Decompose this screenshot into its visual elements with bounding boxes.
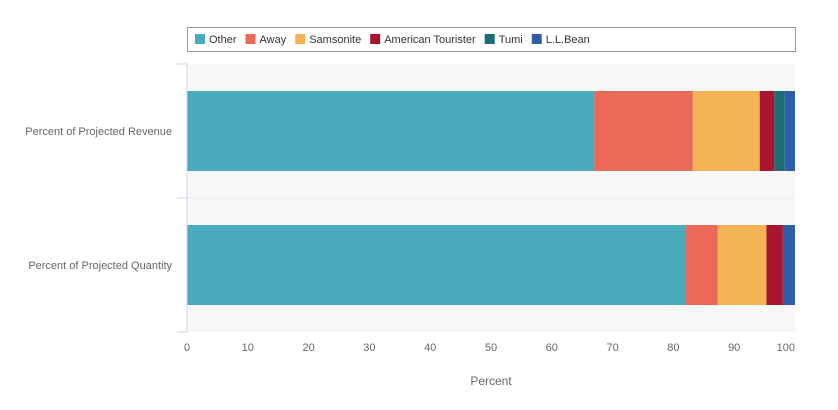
legend-label: Samsonite (309, 34, 361, 46)
bar-segment[interactable]: Samsonite: 8 (717, 225, 767, 305)
category-label: Percent of Projected Quantity (28, 260, 172, 272)
bar-segment[interactable]: Samsonite: 11 (692, 91, 760, 171)
legend: Other Away Samsonite American Tourister Tumi… (187, 27, 796, 52)
legend-label: Other (209, 34, 237, 46)
x-axis-title: Percent (470, 374, 512, 388)
x-tick-label: 70 (606, 342, 618, 354)
x-tick-label: 20 (302, 342, 314, 354)
bar-segment[interactable]: L.L.Bean: 2 (782, 225, 795, 305)
bar-segment[interactable]: American Tourister: 2.4 (759, 91, 775, 171)
x-tick-label: 40 (424, 342, 436, 354)
bar-segment[interactable]: Away: 5.3 (685, 225, 718, 305)
bar-segment[interactable]: L.L.Bean: 1.7 (784, 91, 795, 171)
bar-segment[interactable]: Other: 67 (187, 91, 595, 171)
legend-item[interactable]: Away (245, 34, 287, 46)
category-label: Percent of Projected Revenue (25, 126, 172, 138)
legend-swatch (484, 34, 495, 44)
bars: Other: 67Away: 16.2Samsonite: 11American… (187, 91, 795, 305)
legend-label: Away (260, 34, 287, 46)
x-tick-label: 90 (728, 342, 740, 354)
legend-swatch (295, 34, 306, 44)
x-tick-label: 30 (363, 342, 375, 354)
legend-item[interactable]: L.L.Bean (531, 34, 590, 46)
legend-item[interactable]: American Tourister (370, 34, 476, 46)
legend-item[interactable]: Other (195, 34, 237, 46)
legend-swatch (531, 34, 542, 44)
legend-swatch (245, 34, 256, 44)
bar-segment[interactable]: American Tourister: 2.7 (766, 225, 783, 305)
axes: Percent of Projected Revenue Percent of P… (25, 63, 795, 354)
x-tick-label: 60 (546, 342, 558, 354)
legend-label: L.L.Bean (546, 34, 590, 46)
bar-segment[interactable]: Other: 82 (187, 225, 686, 305)
legend-label: American Tourister (384, 34, 476, 46)
legend-item[interactable]: Samsonite (295, 34, 361, 46)
x-tick-label: 0 (184, 342, 190, 354)
legend-swatch (195, 34, 205, 44)
x-tick-label: 10 (242, 342, 254, 354)
x-tick-label: 50 (485, 342, 497, 354)
bar-segment[interactable]: Away: 16.2 (594, 91, 693, 171)
legend-swatch (370, 34, 381, 44)
x-tick-label: 100 (777, 342, 795, 354)
legend-item[interactable]: Tumi (484, 34, 523, 46)
bar-segment[interactable]: Tumi: 1.7 (774, 91, 785, 171)
x-tick-label: 80 (667, 342, 679, 354)
legend-label: Tumi (499, 34, 523, 46)
